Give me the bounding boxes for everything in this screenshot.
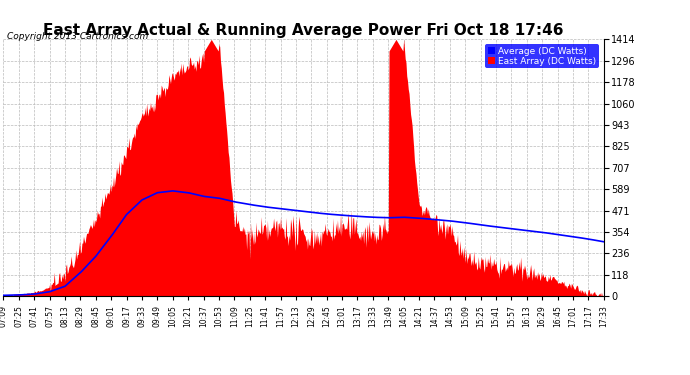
Title: East Array Actual & Running Average Power Fri Oct 18 17:46: East Array Actual & Running Average Powe… <box>43 23 564 38</box>
Legend: Average (DC Watts), East Array (DC Watts): Average (DC Watts), East Array (DC Watts… <box>485 44 599 68</box>
Text: Copyright 2013 Cartronics.com: Copyright 2013 Cartronics.com <box>7 32 148 41</box>
